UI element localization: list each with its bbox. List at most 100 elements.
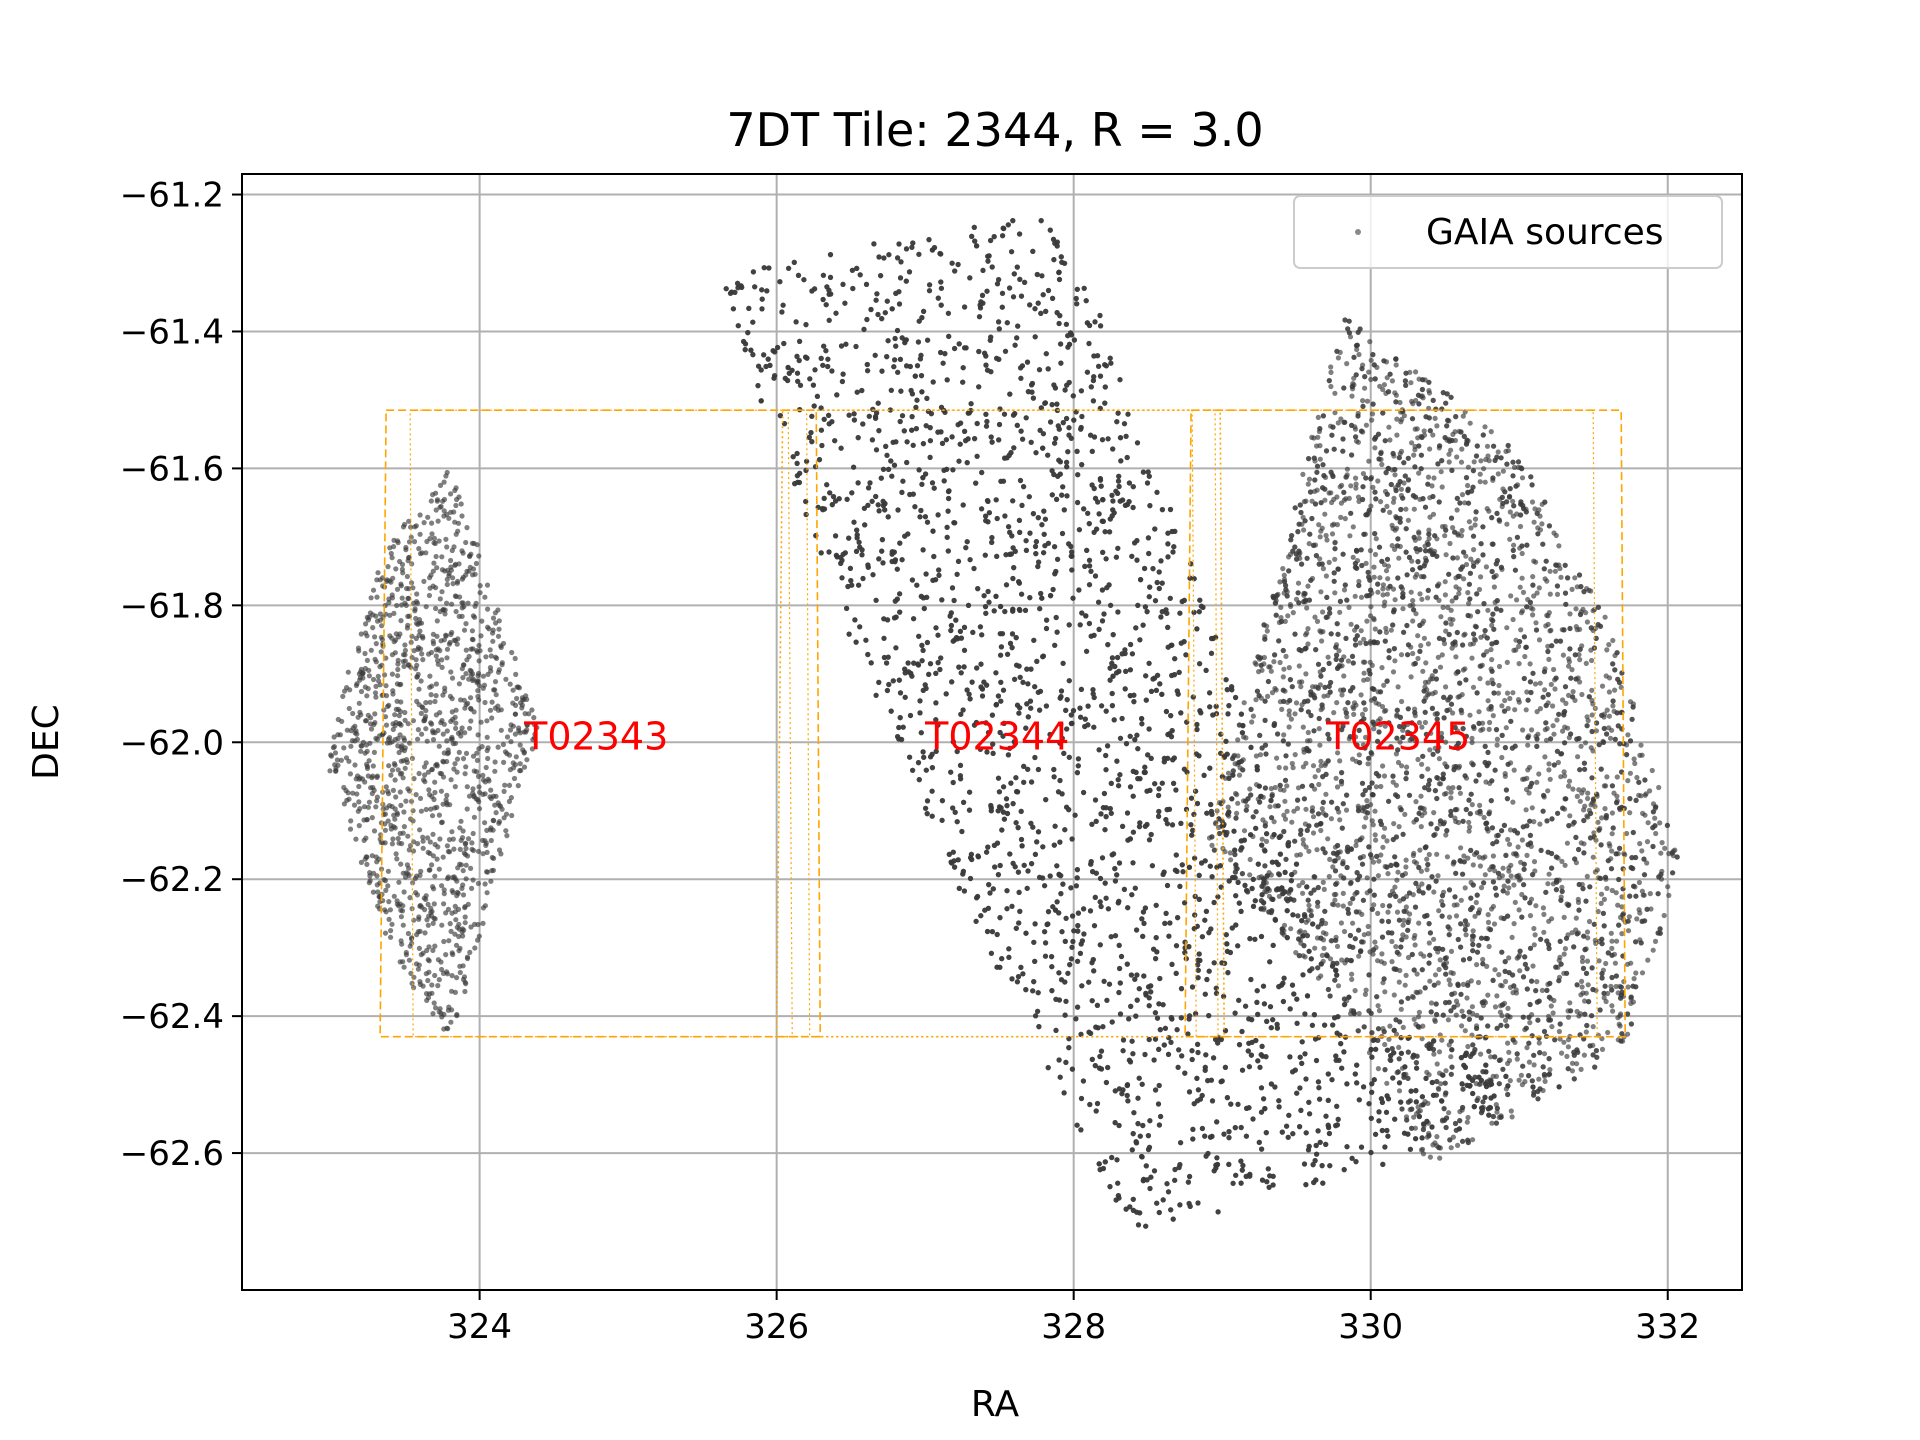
- gaia-source-point: [423, 726, 429, 732]
- gaia-source-point: [496, 820, 502, 826]
- gaia-source-point: [449, 547, 455, 554]
- gaia-source-point: [465, 700, 471, 707]
- gaia-source-point: [464, 954, 471, 960]
- gaia-source-point: [436, 743, 442, 749]
- gaia-source-point: [420, 845, 426, 851]
- gaia-source-point: [460, 756, 467, 762]
- gaia-source-point: [476, 658, 482, 664]
- gaia-source-point: [401, 964, 407, 970]
- gaia-source-point: [461, 627, 468, 633]
- gaia-source-point: [485, 755, 491, 762]
- gaia-source-point: [441, 887, 447, 893]
- gaia-source-point: [406, 662, 412, 668]
- gaia-source-point: [437, 504, 443, 510]
- gaia-source-point: [462, 705, 468, 711]
- gaia-source-point: [478, 633, 484, 639]
- gaia-source-point: [413, 792, 419, 798]
- gaia-source-point: [428, 692, 434, 698]
- gaia-source-point: [492, 610, 498, 616]
- gaia-source-point: [373, 735, 379, 742]
- gaia-source-point: [392, 712, 398, 718]
- gaia-source-point: [352, 762, 358, 768]
- gaia-source-point: [427, 839, 433, 845]
- gaia-source-point: [415, 966, 421, 972]
- gaia-source-point: [412, 608, 418, 614]
- gaia-source-point: [448, 777, 454, 783]
- gaia-source-point: [468, 718, 474, 724]
- gaia-source-point: [360, 670, 366, 677]
- gaia-source-point: [353, 776, 359, 782]
- gaia-source-point: [422, 930, 428, 936]
- gaia-source-point: [460, 976, 467, 983]
- gaia-source-point: [365, 804, 371, 810]
- gaia-source-point: [429, 794, 435, 800]
- gaia-source-point: [419, 633, 426, 640]
- gaia-source-point: [452, 784, 458, 790]
- gaia-source-point: [427, 585, 433, 591]
- gaia-source-point: [357, 806, 363, 812]
- gaia-source-point: [434, 565, 440, 571]
- gaia-source-point: [430, 947, 436, 954]
- gaia-source-point: [431, 535, 437, 542]
- gaia-source-point: [431, 886, 437, 892]
- gaia-source-point: [419, 651, 425, 657]
- gaia-source-point: [441, 479, 447, 485]
- gaia-source-point: [411, 839, 417, 845]
- gaia-source-point: [404, 573, 410, 580]
- gaia-source-point: [374, 859, 380, 865]
- gaia-source-point: [432, 873, 438, 879]
- gaia-source-point: [512, 711, 519, 717]
- gaia-source-point: [456, 749, 462, 756]
- gaia-source-point: [469, 846, 475, 852]
- gaia-source-point: [418, 868, 424, 875]
- gaia-source-point: [510, 687, 516, 693]
- gaia-source-point: [441, 891, 447, 897]
- gaia-source-point: [405, 613, 411, 620]
- gaia-source-point: [353, 836, 359, 842]
- gaia-source-point: [469, 840, 475, 846]
- gaia-source-point: [488, 837, 494, 844]
- gaia-source-point: [446, 515, 452, 521]
- gaia-source-point: [399, 747, 405, 753]
- gaia-source-point: [408, 970, 414, 977]
- gaia-source-point: [386, 763, 392, 769]
- gaia-source-point: [432, 972, 438, 979]
- gaia-source-point: [436, 538, 442, 544]
- gaia-source-point: [370, 763, 376, 769]
- gaia-source-point: [447, 849, 453, 855]
- gaia-source-point: [364, 657, 370, 664]
- gaia-source-point: [333, 768, 339, 774]
- gaia-source-point: [427, 673, 433, 679]
- gaia-source-point: [383, 887, 389, 894]
- gaia-source-point: [379, 623, 385, 629]
- gaia-source-point: [463, 621, 469, 627]
- gaia-source-point: [366, 799, 372, 805]
- gaia-source-point: [427, 699, 433, 705]
- gaia-source-point: [331, 734, 337, 740]
- gaia-source-point: [402, 642, 408, 648]
- gaia-source-point: [482, 699, 488, 706]
- gaia-source-point: [482, 881, 488, 887]
- gaia-source-point: [462, 851, 469, 858]
- gaia-source-point: [515, 783, 521, 789]
- gaia-source-point: [443, 910, 449, 916]
- gaia-source-point: [449, 888, 455, 894]
- gaia-source-point: [461, 662, 467, 668]
- gaia-source-point: [498, 643, 504, 649]
- gaia-source-point: [406, 518, 412, 524]
- gaia-source-point: [439, 1014, 445, 1020]
- gaia-source-point: [387, 633, 393, 639]
- gaia-source-point: [439, 966, 445, 973]
- gaia-source-point: [422, 772, 428, 778]
- gaia-source-point: [462, 988, 468, 995]
- gaia-source-point: [439, 657, 445, 663]
- gaia-source-point: [423, 713, 429, 720]
- gaia-source-point: [450, 836, 456, 842]
- gaia-source-point: [362, 650, 368, 657]
- gaia-source-point: [512, 762, 519, 768]
- gaia-source-point: [389, 767, 396, 773]
- gaia-source-point: [479, 618, 485, 624]
- gaia-source-point: [417, 512, 423, 518]
- gaia-source-point: [426, 787, 432, 793]
- gaia-source-point: [395, 706, 401, 713]
